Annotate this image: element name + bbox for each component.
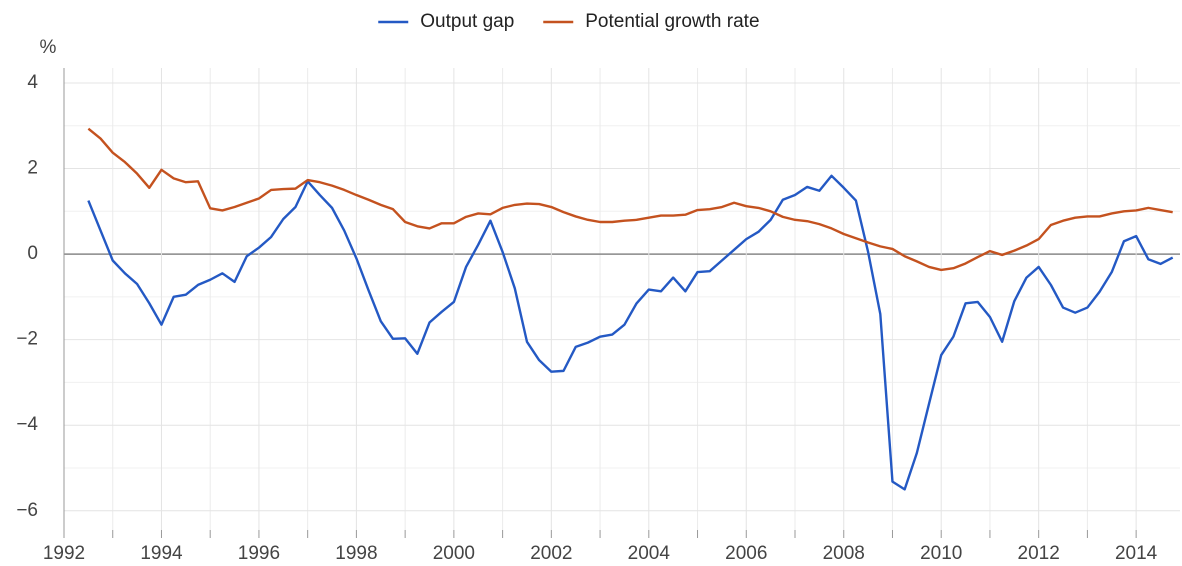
y-tick-label: −2 (16, 329, 38, 350)
x-tick-label: 2000 (433, 543, 475, 564)
x-tick-label: 2014 (1115, 543, 1158, 564)
series-line (87, 127, 1173, 272)
legend-label: Output gap (420, 11, 514, 32)
y-tick-label: 0 (27, 243, 38, 264)
y-tick-label: −6 (16, 500, 38, 521)
x-tick-label: 2006 (725, 543, 767, 564)
x-tick-label: 2002 (530, 543, 572, 564)
series-line (87, 174, 1174, 491)
legend-label: Potential growth rate (585, 11, 759, 32)
x-tick-label: 1992 (43, 543, 85, 564)
x-tick-label: 2008 (823, 543, 865, 564)
y-axis-label: % (40, 37, 57, 58)
y-tick-label: −4 (16, 414, 38, 435)
x-tick-label: 1994 (140, 543, 183, 564)
y-tick-label: 2 (27, 158, 38, 179)
x-tick-label: 1996 (238, 543, 280, 564)
x-tick-label: 1998 (335, 543, 377, 564)
x-tick-label: 2010 (920, 543, 962, 564)
x-tick-label: 2004 (628, 543, 671, 564)
x-tick-label: 2012 (1018, 543, 1060, 564)
y-tick-label: 4 (27, 72, 38, 93)
